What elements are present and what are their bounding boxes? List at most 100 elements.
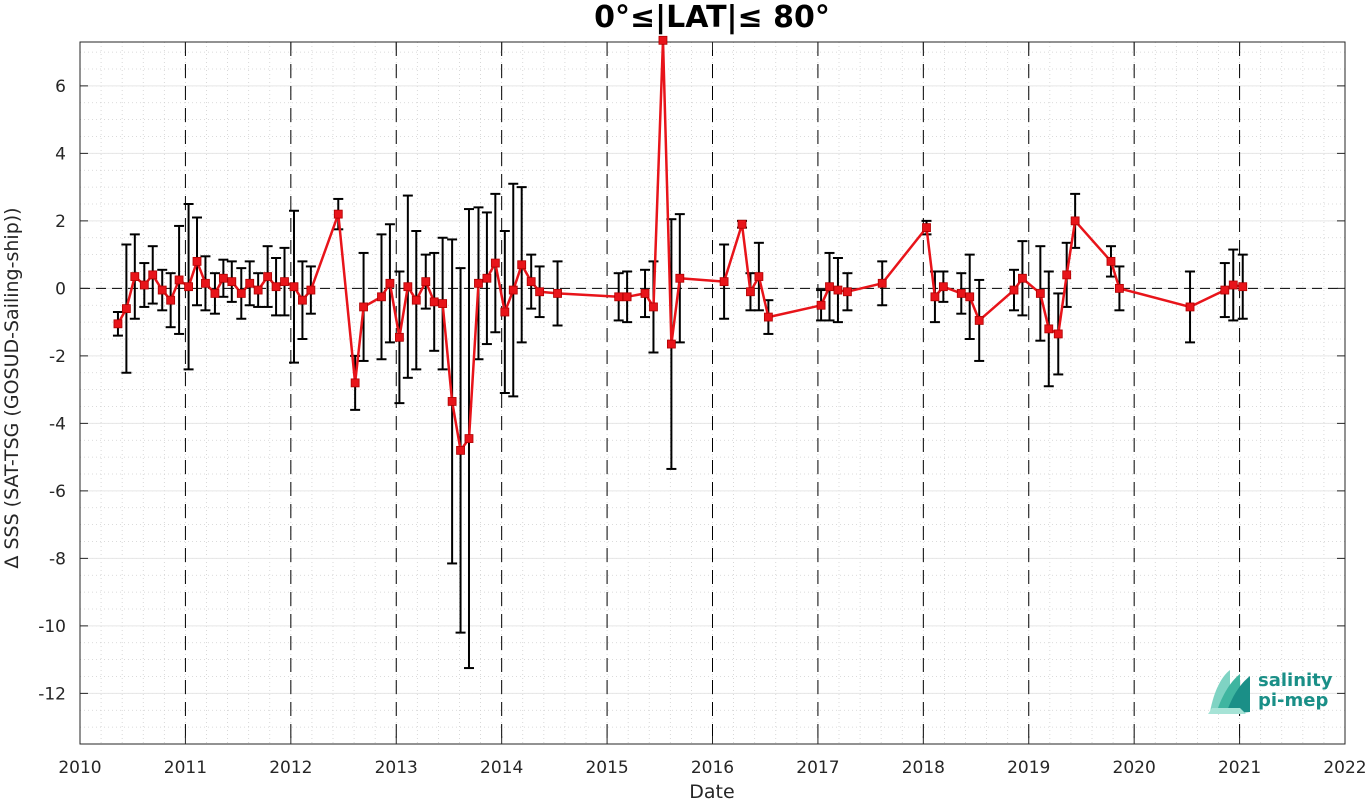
data-point-marker [411, 295, 421, 305]
year-markers [184, 42, 1241, 744]
y-tick-label: 0 [55, 279, 66, 299]
data-point-marker [263, 272, 273, 281]
data-point-marker [395, 332, 404, 342]
data-point-marker [517, 260, 527, 270]
y-tick-label: -12 [38, 684, 66, 704]
data-point-marker [1228, 280, 1238, 290]
x-tick-labels: 2010 2011 2012 2013 2014 2015 2016 2017 2018 2019… [58, 758, 1366, 778]
data-point-marker [306, 285, 316, 295]
x-tick-label: 2017 [796, 758, 839, 778]
data-point-marker [1009, 285, 1019, 295]
data-point-marker [553, 289, 562, 298]
data-point-marker [333, 209, 343, 219]
x-tick-label: 2021 [1218, 758, 1261, 778]
data-point-marker [833, 285, 843, 295]
data-point-marker [421, 277, 431, 287]
y-tick-label: -2 [49, 347, 66, 367]
data-point-marker [218, 273, 228, 283]
data-point-marker [474, 278, 483, 288]
logo-text-pi-mep: pi-mep [1258, 690, 1328, 711]
data-point-marker [174, 275, 184, 285]
data-point-marker [210, 289, 220, 298]
logo-text-salinity: salinity [1258, 670, 1333, 691]
x-tick-label: 2020 [1113, 758, 1156, 778]
markers [113, 35, 1248, 455]
data-point-marker [482, 273, 492, 283]
data-point-marker [1035, 289, 1045, 298]
y-tick-label: -4 [49, 414, 66, 434]
x-tick-label: 2013 [375, 758, 418, 778]
data-point-marker [974, 316, 984, 325]
data-point-marker [1115, 283, 1124, 293]
data-point-marker [350, 378, 360, 388]
data-point-marker [377, 292, 386, 302]
data-point-marker [130, 272, 140, 281]
data-point-marker [649, 302, 658, 312]
data-point-marker [763, 312, 773, 322]
data-point-marker [227, 277, 237, 287]
data-point-marker [640, 289, 650, 298]
data-point-marker [922, 223, 931, 233]
data-point-marker [166, 295, 176, 305]
axis-ticks [79, 42, 1346, 744]
logo-wave-icon [1208, 670, 1250, 714]
x-tick-label: 2019 [1007, 758, 1050, 778]
x-tick-label: 2022 [1323, 758, 1366, 778]
y-axis-label: Δ SSS (SAT-TSG (GOSUD-Sailing-ship)) [1, 207, 23, 568]
data-point-marker [280, 277, 289, 287]
data-point-marker [938, 282, 948, 292]
data-point-marker [1018, 273, 1027, 283]
data-point-marker [614, 292, 624, 302]
data-point-marker [298, 295, 307, 305]
data-point-marker [1053, 329, 1063, 339]
y-tick-label: -6 [49, 482, 66, 502]
chart-title: 0°≤|LAT|≤ 80° [594, 0, 830, 35]
data-point-marker [1106, 256, 1116, 266]
data-point-marker [113, 319, 123, 329]
data-point-marker [843, 287, 852, 297]
data-point-marker [245, 278, 255, 288]
x-tick-label: 2016 [691, 758, 734, 778]
data-point-marker [500, 307, 510, 317]
data-point-marker [526, 277, 536, 287]
data-point-marker [447, 397, 457, 406]
data-point-marker [403, 282, 413, 292]
x-tick-label: 2011 [164, 758, 207, 778]
data-point-marker [1062, 270, 1072, 280]
data-point-marker [1238, 282, 1248, 292]
data-point-marker [148, 270, 158, 280]
y-tick-label: 6 [55, 77, 66, 97]
x-tick-label: 2010 [58, 758, 101, 778]
data-point-marker [535, 287, 545, 297]
data-point-marker [157, 285, 167, 295]
y-tick-label: 4 [55, 144, 66, 164]
data-point-marker [956, 289, 966, 298]
data-point-marker [359, 302, 368, 312]
y-tick-label: -8 [49, 549, 66, 569]
data-point-marker [658, 35, 668, 45]
data-point-marker [675, 273, 685, 283]
data-point-marker [271, 282, 281, 292]
data-point-marker [201, 278, 210, 288]
data-point-marker [1185, 302, 1195, 312]
y-tick-label: -10 [38, 617, 66, 637]
y-tick-label: 2 [55, 212, 66, 232]
x-tick-label: 2015 [585, 758, 628, 778]
data-point-marker [1220, 285, 1230, 295]
data-point-marker [666, 339, 676, 349]
data-point-marker [825, 282, 834, 292]
data-point-marker [877, 278, 887, 288]
data-point-marker [508, 285, 518, 295]
data-point-marker [622, 292, 632, 302]
data-point-marker [965, 292, 975, 302]
data-point-marker [930, 292, 940, 302]
data-point-marker [429, 297, 439, 307]
data-point-marker [289, 282, 299, 292]
data-point-marker [236, 289, 246, 298]
x-tick-label: 2012 [269, 758, 312, 778]
x-axis-label: Date [689, 781, 734, 801]
data-point-marker [754, 272, 764, 281]
x-tick-label: 2014 [480, 758, 523, 778]
data-point-marker [464, 434, 474, 443]
